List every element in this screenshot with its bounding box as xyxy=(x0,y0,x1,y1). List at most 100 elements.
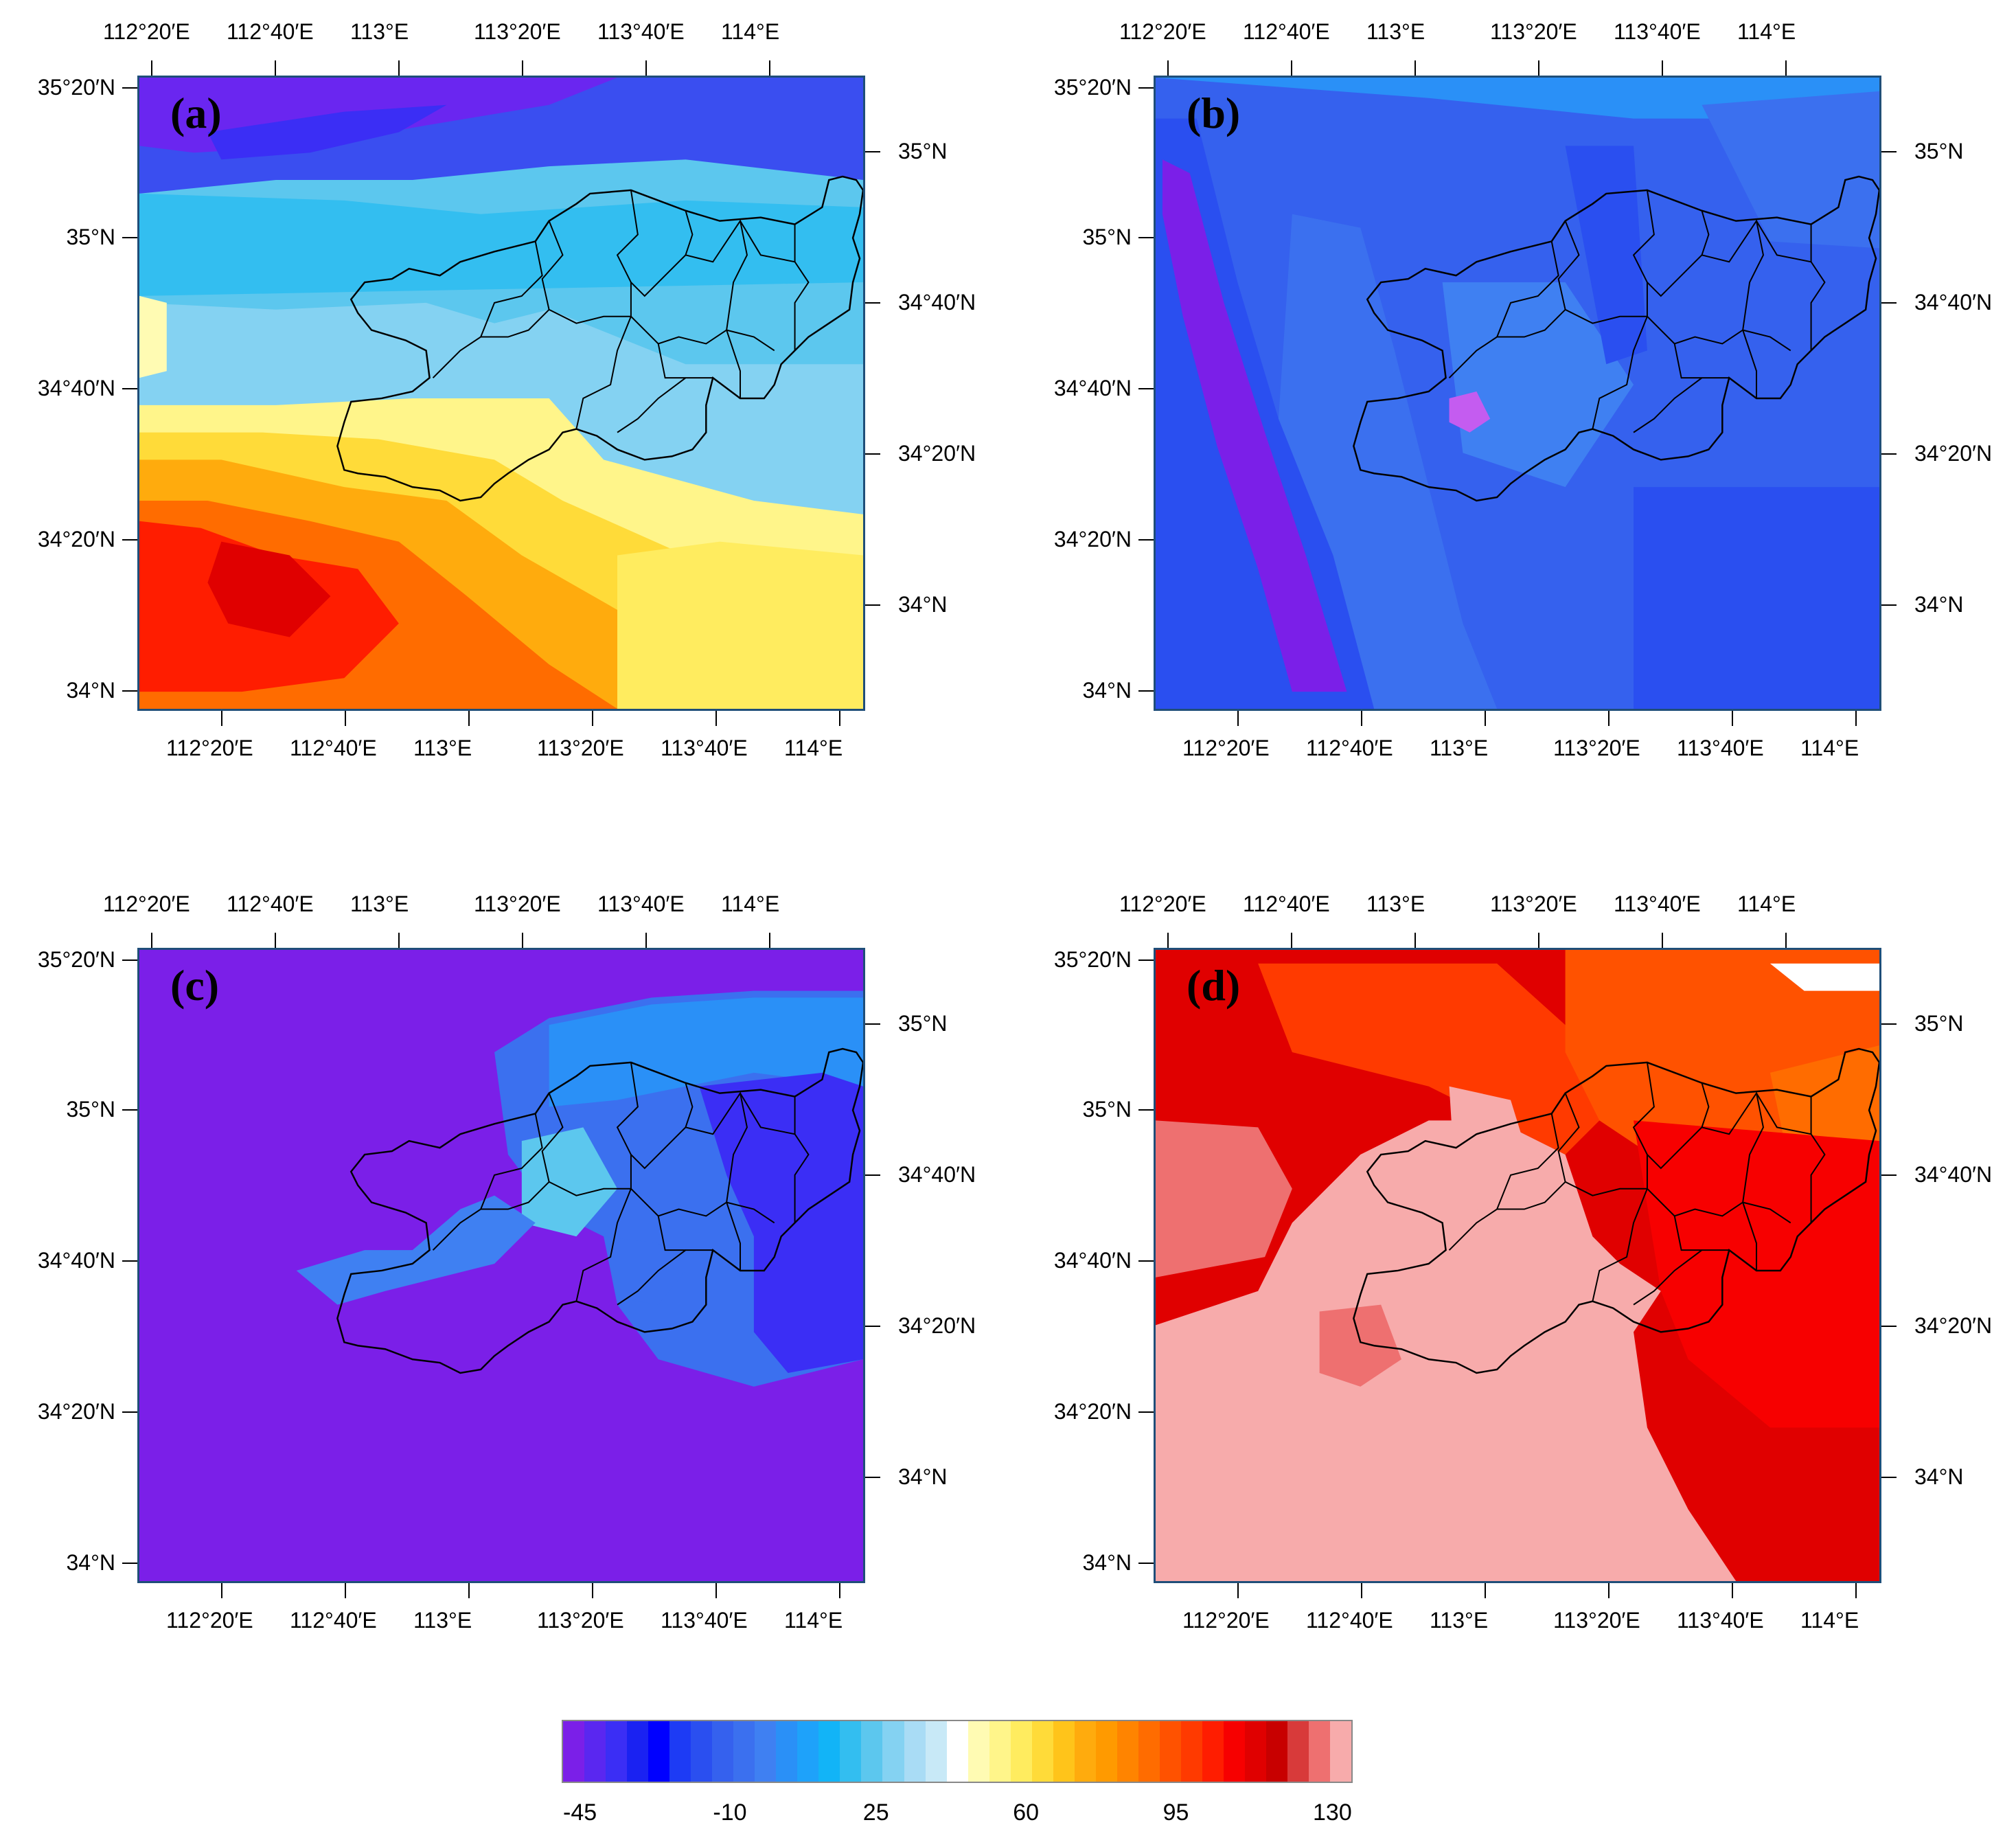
right-lat-label: 35°N xyxy=(898,1011,948,1036)
bottom-lon-label: 112°20′E xyxy=(166,1608,253,1633)
district-boundary xyxy=(657,1216,686,1251)
district-boundary xyxy=(432,1093,564,1251)
district-boundary xyxy=(740,220,810,351)
map-field xyxy=(1156,950,1879,1581)
top-tick xyxy=(398,933,400,948)
field-contour xyxy=(139,193,863,296)
colorbar-swatch xyxy=(1074,1721,1096,1782)
district-boundary xyxy=(1632,1062,1710,1170)
colorbar-swatch xyxy=(861,1721,883,1782)
map-frame xyxy=(137,948,865,1583)
top-tick xyxy=(1785,933,1787,948)
colorbar-swatch xyxy=(1180,1721,1202,1782)
bottom-lon-label: 113°20′E xyxy=(1553,1608,1640,1633)
district-boundary xyxy=(1448,220,1580,378)
field-contour xyxy=(699,1072,863,1373)
left-tick xyxy=(1138,237,1154,238)
right-tick xyxy=(1881,1023,1897,1025)
field-contour xyxy=(1442,282,1634,488)
district-boundary xyxy=(1646,282,1791,352)
district-boundary xyxy=(740,1093,810,1223)
top-lon-label: 113°E xyxy=(350,19,409,44)
bottom-tick xyxy=(1608,1583,1610,1598)
left-tick xyxy=(122,1260,137,1262)
colorbar-swatch xyxy=(776,1721,798,1782)
top-tick xyxy=(1291,933,1292,948)
left-tick xyxy=(1138,1109,1154,1111)
right-lat-label: 35°N xyxy=(898,139,948,163)
right-tick xyxy=(1881,151,1897,152)
bottom-tick xyxy=(1361,1583,1362,1598)
left-tick xyxy=(122,1563,137,1564)
field-contour xyxy=(1162,159,1347,692)
district-boundary xyxy=(616,190,694,297)
top-tick xyxy=(522,933,523,948)
left-lat-label: 34°40′N xyxy=(1053,376,1132,400)
right-lat-label: 35°N xyxy=(1914,1011,1964,1036)
top-tick xyxy=(522,60,523,76)
panel-label: (c) xyxy=(170,961,220,1010)
right-tick xyxy=(865,453,880,455)
top-tick xyxy=(1538,933,1539,948)
right-tick xyxy=(865,1477,880,1478)
district-boundary xyxy=(1646,1155,1791,1224)
district-boundary xyxy=(1742,330,1758,398)
district-boundary xyxy=(1633,1249,1730,1306)
right-lat-label: 35°N xyxy=(1914,139,1964,163)
bottom-tick xyxy=(468,711,470,726)
top-lon-label: 112°20′E xyxy=(103,891,190,916)
bottom-tick xyxy=(1732,1583,1733,1598)
colorbar-swatch xyxy=(989,1721,1011,1782)
right-tick xyxy=(865,151,880,152)
district-boundary xyxy=(1592,316,1648,429)
district-boundary xyxy=(549,1181,631,1196)
colorbar-swatch xyxy=(1266,1721,1288,1782)
colorbar-swatch xyxy=(712,1721,734,1782)
bottom-tick xyxy=(839,1583,840,1598)
left-lat-label: 34°20′N xyxy=(1053,1399,1132,1424)
bottom-tick xyxy=(468,1583,470,1598)
bottom-lon-label: 112°20′E xyxy=(1182,736,1270,760)
left-tick xyxy=(1138,87,1154,89)
right-lat-label: 34°N xyxy=(898,592,948,617)
right-lat-label: 34°40′N xyxy=(1914,290,1993,315)
region-boundary xyxy=(336,1047,863,1374)
colorbar-swatch xyxy=(1010,1721,1032,1782)
left-tick xyxy=(1138,1411,1154,1413)
district-boundary xyxy=(1756,220,1826,351)
right-lat-label: 34°40′N xyxy=(898,290,976,315)
colorbar xyxy=(562,1720,1353,1783)
top-tick xyxy=(151,60,152,76)
field-contour xyxy=(207,541,331,637)
left-lat-label: 34°20′N xyxy=(1053,527,1132,552)
field-contour xyxy=(207,104,447,160)
colorbar-swatch xyxy=(563,1721,585,1782)
map-frame xyxy=(137,76,865,711)
field-contour xyxy=(1449,391,1491,433)
left-lat-label: 34°N xyxy=(1082,1550,1132,1575)
district-boundary xyxy=(1673,1216,1702,1251)
left-tick xyxy=(1138,690,1154,692)
left-lat-label: 35°20′N xyxy=(1053,947,1132,972)
top-tick xyxy=(398,60,400,76)
right-lat-label: 34°20′N xyxy=(898,1313,976,1338)
top-tick xyxy=(1785,60,1787,76)
bottom-lon-label: 113°20′E xyxy=(1553,736,1640,760)
field-contour xyxy=(1565,146,1647,365)
colorbar-swatch xyxy=(1202,1721,1224,1782)
top-lon-label: 113°E xyxy=(350,891,409,916)
district-boundary xyxy=(1702,219,1765,330)
district-boundary xyxy=(549,308,631,324)
top-tick xyxy=(1414,933,1416,948)
field-contour xyxy=(549,997,863,1107)
district-boundary xyxy=(575,1188,632,1302)
bottom-tick xyxy=(1237,711,1239,726)
left-lat-label: 34°20′N xyxy=(37,1399,115,1424)
field-contour xyxy=(1156,1120,1292,1277)
colorbar-tick-label: -10 xyxy=(713,1799,747,1826)
colorbar-swatch xyxy=(691,1721,713,1782)
field-contour xyxy=(1278,214,1498,709)
left-lat-label: 34°40′N xyxy=(37,1248,115,1273)
bottom-tick xyxy=(1732,711,1733,726)
left-lat-label: 35°20′N xyxy=(37,947,115,972)
